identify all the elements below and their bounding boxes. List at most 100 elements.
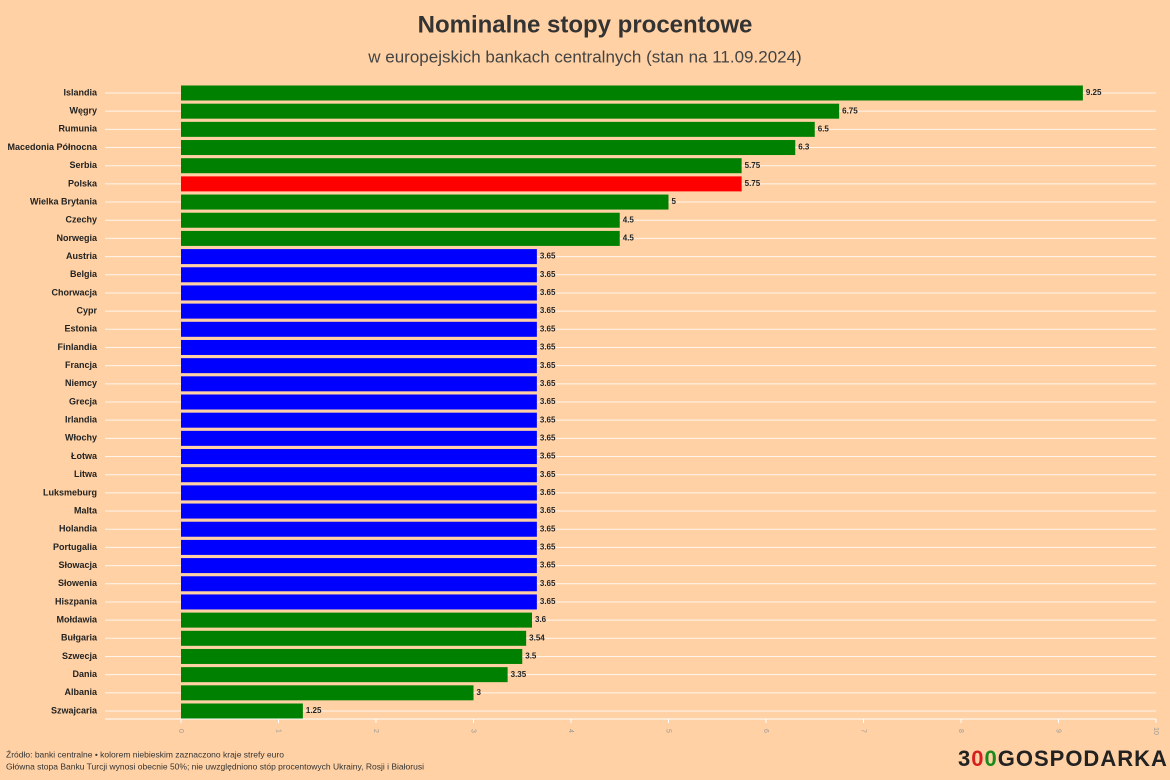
bar <box>181 558 537 574</box>
value-label: 3.65 <box>540 252 556 261</box>
bar <box>181 630 527 646</box>
bar <box>181 594 537 610</box>
x-tick-label: 9 <box>1055 729 1062 733</box>
value-label: 4.5 <box>623 215 635 224</box>
bar <box>181 267 537 283</box>
value-label: 3.65 <box>540 488 556 497</box>
value-label: 3.65 <box>540 452 556 461</box>
chart-title: Nominalne stopy procentowe <box>418 11 753 38</box>
value-label: 3.65 <box>540 433 556 442</box>
value-label: 3 <box>477 688 482 697</box>
category-label: Niemcy <box>65 378 97 388</box>
category-label: Słowenia <box>58 578 98 588</box>
category-label: Hiszpania <box>55 596 98 606</box>
category-label: Holandia <box>59 524 98 534</box>
value-label: 3.65 <box>540 579 556 588</box>
bar <box>181 521 537 537</box>
bar <box>181 376 537 392</box>
x-tick-label: 1 <box>275 729 282 733</box>
logo-part: 0 <box>985 746 998 771</box>
bar <box>181 321 537 337</box>
bar <box>181 103 840 119</box>
value-label: 5.75 <box>745 179 761 188</box>
category-label: Portugalia <box>53 542 98 552</box>
x-tick-label: 8 <box>957 729 964 733</box>
value-label: 3.65 <box>540 470 556 479</box>
category-label: Norwegia <box>56 233 98 243</box>
x-tick-label: 5 <box>665 729 672 733</box>
bar <box>181 449 537 465</box>
bar <box>181 703 303 719</box>
value-label: 3.6 <box>535 615 547 624</box>
category-label: Szwecja <box>62 651 98 661</box>
value-label: 3.65 <box>540 343 556 352</box>
x-tick-label: 6 <box>762 729 769 733</box>
category-label: Macedonia Północna <box>7 142 98 152</box>
category-label: Albania <box>64 687 98 697</box>
value-label: 3.5 <box>525 652 537 661</box>
category-label: Finlandia <box>57 342 97 352</box>
bar <box>181 85 1083 101</box>
value-label: 4.5 <box>623 234 635 243</box>
x-tick-label: 4 <box>567 729 574 733</box>
bar <box>181 158 742 174</box>
bar <box>181 249 537 265</box>
value-label: 3.65 <box>540 361 556 370</box>
category-label: Irlandia <box>65 415 98 425</box>
bar <box>181 539 537 555</box>
bar <box>181 394 537 410</box>
bar <box>181 503 537 519</box>
value-label: 5.75 <box>745 161 761 170</box>
category-label: Mołdawia <box>56 614 97 624</box>
bar <box>181 485 537 501</box>
category-label: Grecja <box>69 396 98 406</box>
value-label: 6.5 <box>818 124 830 133</box>
category-label: Luksmeburg <box>43 487 97 497</box>
bar <box>181 648 523 664</box>
category-label: Rumunia <box>58 124 97 134</box>
value-label: 3.65 <box>540 561 556 570</box>
value-label: 3.65 <box>540 415 556 424</box>
footnote: Główna stopa Banku Turcji wynosi obecnie… <box>6 761 424 771</box>
bar <box>181 303 537 319</box>
category-label: Polska <box>68 178 98 188</box>
category-label: Dania <box>72 669 98 679</box>
bar <box>181 612 532 628</box>
bar <box>181 667 508 683</box>
category-label: Islandia <box>63 87 98 97</box>
value-label: 9.25 <box>1086 88 1102 97</box>
category-label: Włochy <box>65 433 97 443</box>
bar <box>181 576 537 592</box>
bar <box>181 194 669 210</box>
category-label: Chorwacja <box>51 287 98 297</box>
x-tick-label: 2 <box>372 729 379 733</box>
x-tick-label: 3 <box>470 729 477 733</box>
x-tick-label: 10 <box>1152 727 1159 735</box>
value-label: 3.65 <box>540 524 556 533</box>
category-label: Bułgaria <box>61 633 98 643</box>
bar <box>181 140 796 156</box>
category-label: Estonia <box>64 324 98 334</box>
bar <box>181 230 620 246</box>
value-label: 3.65 <box>540 397 556 406</box>
value-label: 3.65 <box>540 543 556 552</box>
bar <box>181 430 537 446</box>
value-label: 3.65 <box>540 324 556 333</box>
category-label: Belgia <box>70 269 98 279</box>
category-label: Serbia <box>69 160 98 170</box>
x-tick-label: 0 <box>177 729 184 733</box>
value-label: 3.65 <box>540 306 556 315</box>
category-label: Łotwa <box>71 451 98 461</box>
value-label: 3.54 <box>529 633 545 642</box>
chart-subtitle: w europejskich bankach centralnych (stan… <box>367 47 801 66</box>
value-label: 3.65 <box>540 379 556 388</box>
category-label: Czechy <box>65 215 97 225</box>
category-label: Słowacja <box>58 560 98 570</box>
bar <box>181 121 815 137</box>
logo: 300GOSPODARKA <box>958 746 1168 771</box>
bar <box>181 212 620 228</box>
value-label: 3.65 <box>540 270 556 279</box>
category-label: Wielka Brytania <box>30 196 98 206</box>
category-label: Malta <box>74 505 98 515</box>
